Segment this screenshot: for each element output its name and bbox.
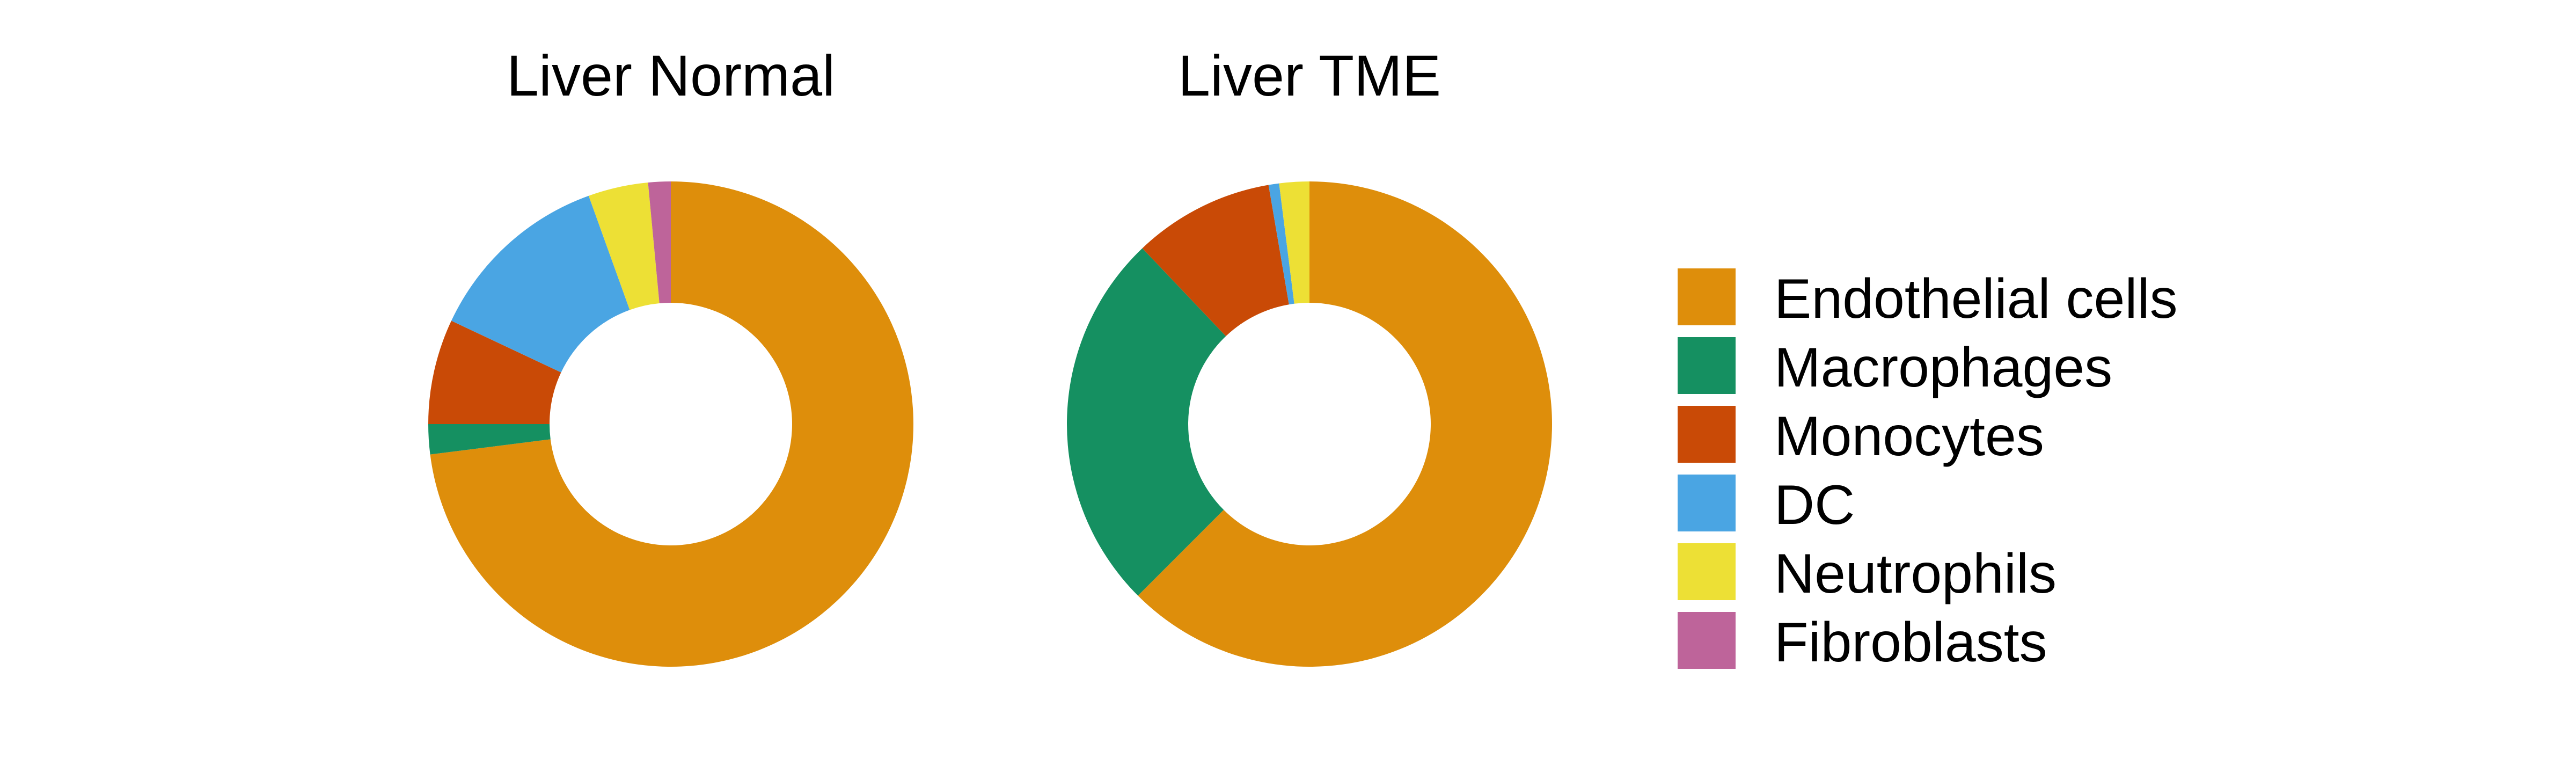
- slice-macrophages: [1066, 248, 1226, 596]
- legend-item-fibroblasts: Fibroblasts: [1678, 611, 2047, 674]
- donut-slices: [428, 181, 913, 667]
- legend-swatch: [1678, 612, 1736, 669]
- slice-dc: [1268, 183, 1294, 305]
- donut-chart-liver-tme: Liver TME: [1066, 43, 1553, 667]
- slice-macrophages: [428, 424, 551, 455]
- donut-chart-liver-normal: Liver Normal: [428, 43, 913, 667]
- legend-swatch: [1678, 337, 1736, 394]
- legend-swatch: [1678, 406, 1736, 463]
- slice-endothelial-cells: [1138, 181, 1553, 667]
- legend-swatch: [1678, 543, 1736, 600]
- legend-label: Neutrophils: [1774, 543, 2057, 605]
- legend-swatch: [1678, 268, 1736, 325]
- donut-slices: [1066, 181, 1553, 667]
- slice-fibroblasts: [648, 181, 671, 304]
- slice-neutrophils: [588, 183, 660, 310]
- slice-dc: [451, 195, 630, 373]
- slice-neutrophils: [1279, 181, 1309, 304]
- legend-item-monocytes: Monocytes: [1678, 405, 2044, 468]
- slice-monocytes: [428, 320, 561, 424]
- legend-item-macrophages: Macrophages: [1678, 337, 2112, 399]
- slice-endothelial-cells: [430, 181, 913, 667]
- legend-swatch: [1678, 475, 1736, 531]
- legend-label: Endothelial cells: [1774, 268, 2178, 330]
- legend-label: DC: [1774, 474, 1855, 536]
- legend-label: Macrophages: [1774, 337, 2112, 399]
- chart-title-liver-normal: Liver Normal: [507, 43, 835, 108]
- legend-label: Fibroblasts: [1774, 611, 2047, 674]
- slice-monocytes: [1142, 185, 1289, 337]
- legend-item-neutrophils: Neutrophils: [1678, 543, 2057, 605]
- legend-item-endothelial-cells: Endothelial cells: [1678, 268, 2178, 330]
- legend-label: Monocytes: [1774, 405, 2044, 468]
- chart-title-liver-tme: Liver TME: [1178, 43, 1441, 108]
- legend: Endothelial cells Macrophages Monocytes …: [1678, 268, 2178, 674]
- legend-item-dc: DC: [1678, 474, 1855, 536]
